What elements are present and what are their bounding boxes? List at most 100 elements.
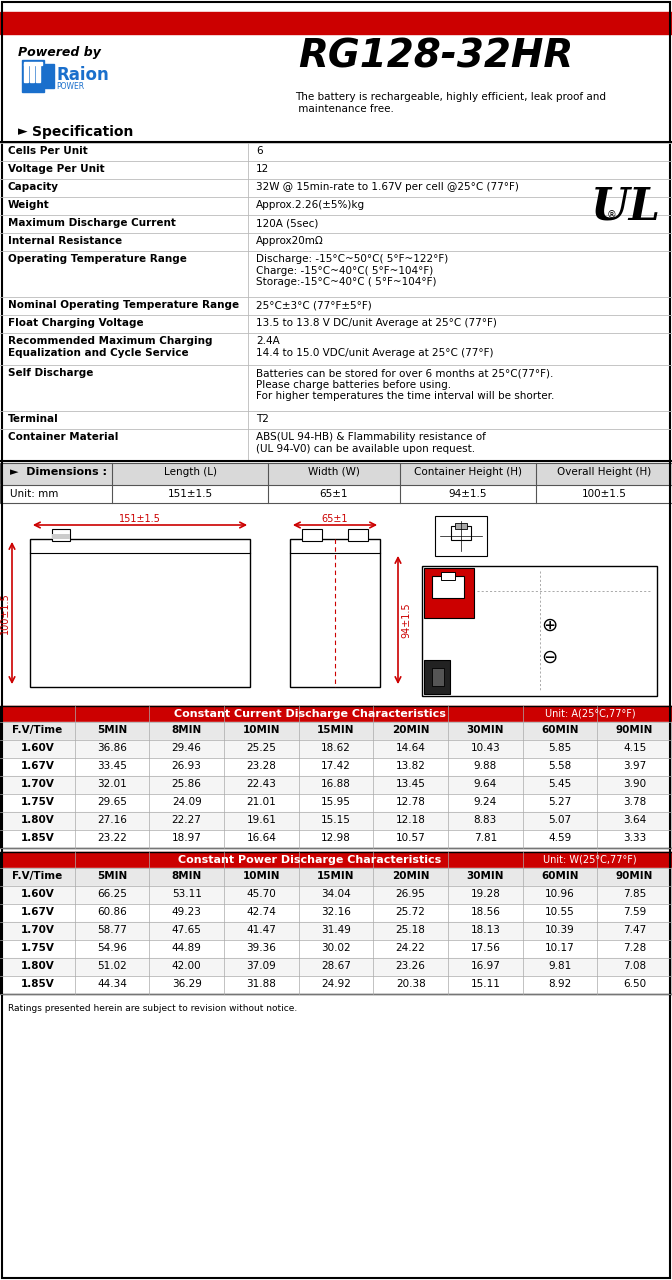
Bar (348, 529, 368, 541)
Text: 5MIN: 5MIN (97, 724, 127, 735)
Bar (0, 812, 672, 829)
Text: 9.81: 9.81 (548, 961, 572, 972)
Text: 5.27: 5.27 (548, 797, 572, 806)
Text: 120A (5sec): 120A (5sec) (256, 218, 319, 228)
Bar (30, 64, 34, 82)
Text: 7.47: 7.47 (623, 925, 646, 934)
Text: 12.18: 12.18 (396, 815, 425, 826)
Text: F.V/Time: F.V/Time (12, 870, 62, 881)
Text: 14.64: 14.64 (396, 742, 425, 753)
Text: 53.11: 53.11 (172, 890, 202, 899)
Text: Recommended Maximum Charging
Equalization and Cycle Service: Recommended Maximum Charging Equalizatio… (8, 335, 212, 357)
Text: 54.96: 54.96 (97, 943, 127, 954)
Bar (0, 957, 672, 975)
Text: 15.95: 15.95 (321, 797, 351, 806)
Text: 8MIN: 8MIN (171, 724, 202, 735)
Text: 90MIN: 90MIN (616, 870, 653, 881)
Text: 25°C±3°C (77°F±5°F): 25°C±3°C (77°F±5°F) (256, 300, 372, 310)
Text: 2.4A
14.4 to 15.0 VDC/unit Average at 25°C (77°F): 2.4A 14.4 to 15.0 VDC/unit Average at 25… (256, 335, 493, 357)
Text: 30MIN: 30MIN (466, 870, 504, 881)
Text: 1.67V: 1.67V (20, 762, 54, 771)
Text: 47.65: 47.65 (172, 925, 202, 934)
Text: 1.85V: 1.85V (20, 979, 54, 989)
Text: 60MIN: 60MIN (541, 870, 579, 881)
Text: 3.64: 3.64 (623, 815, 646, 826)
Text: 1.75V: 1.75V (20, 943, 54, 954)
Text: 30MIN: 30MIN (466, 724, 504, 735)
Text: 5MIN: 5MIN (97, 870, 127, 881)
Text: 9.64: 9.64 (474, 780, 497, 788)
Bar (0, 868, 672, 886)
Text: 23.26: 23.26 (396, 961, 425, 972)
Text: 23.28: 23.28 (247, 762, 276, 771)
Text: 1.70V: 1.70V (20, 925, 54, 934)
Bar (302, 529, 322, 541)
Text: Length (L): Length (L) (163, 467, 216, 477)
Bar (290, 539, 380, 687)
Bar (0, 776, 672, 794)
Text: The battery is rechargeable, highly efficient, leak proof and
 maintenance free.: The battery is rechargeable, highly effi… (295, 92, 606, 114)
Text: 1.85V: 1.85V (20, 833, 54, 844)
Bar (451, 526, 471, 540)
Text: 4.15: 4.15 (623, 742, 646, 753)
Text: 23.22: 23.22 (97, 833, 127, 844)
Text: 21.01: 21.01 (247, 797, 276, 806)
Text: Operating Temperature Range: Operating Temperature Range (8, 253, 187, 264)
Bar (0, 975, 672, 995)
Bar (0, 886, 672, 904)
Bar (0, 333, 672, 365)
Text: 29.65: 29.65 (97, 797, 127, 806)
Text: 66.25: 66.25 (97, 890, 127, 899)
Text: 44.89: 44.89 (172, 943, 202, 954)
Text: 49.23: 49.23 (172, 908, 202, 916)
Bar (0, 411, 672, 429)
Text: 5.45: 5.45 (548, 780, 572, 788)
Text: 45.70: 45.70 (247, 890, 276, 899)
Text: 10.57: 10.57 (396, 833, 425, 844)
Text: 44.34: 44.34 (97, 979, 127, 989)
Text: 15MIN: 15MIN (317, 724, 355, 735)
Text: 33.45: 33.45 (97, 762, 127, 771)
Text: Unit: W(25°C,77°F): Unit: W(25°C,77°F) (543, 855, 637, 865)
Text: 10.43: 10.43 (470, 742, 500, 753)
Text: POWER: POWER (56, 82, 84, 91)
Text: 151±1.5: 151±1.5 (167, 489, 212, 499)
Bar (0, 485, 672, 503)
Text: 51.02: 51.02 (97, 961, 127, 972)
Text: 1.70V: 1.70V (20, 780, 54, 788)
Text: 30.02: 30.02 (321, 943, 351, 954)
Text: 20MIN: 20MIN (392, 724, 429, 735)
Text: 7.85: 7.85 (623, 890, 646, 899)
Text: 19.61: 19.61 (247, 815, 276, 826)
Text: 36.29: 36.29 (172, 979, 202, 989)
Bar (424, 568, 474, 618)
Text: 10MIN: 10MIN (243, 724, 280, 735)
Text: 1.60V: 1.60V (20, 742, 54, 753)
Bar (0, 143, 672, 161)
Text: 37.09: 37.09 (247, 961, 276, 972)
Text: 18.62: 18.62 (321, 742, 351, 753)
Text: ►: ► (18, 125, 28, 138)
Text: 8.92: 8.92 (548, 979, 572, 989)
Bar (22, 60, 44, 92)
Bar (0, 161, 672, 179)
Text: Float Charging Voltage: Float Charging Voltage (8, 317, 144, 328)
Text: Raion: Raion (56, 67, 109, 84)
Text: 24.92: 24.92 (321, 979, 351, 989)
Text: Unit: A(25°C,77°F): Unit: A(25°C,77°F) (545, 709, 635, 719)
Text: 90MIN: 90MIN (616, 724, 653, 735)
Text: UL: UL (590, 186, 660, 228)
Text: 22.43: 22.43 (247, 780, 276, 788)
Text: 31.88: 31.88 (247, 979, 276, 989)
Text: 17.42: 17.42 (321, 762, 351, 771)
Text: 7.28: 7.28 (623, 943, 646, 954)
Text: Overall Height (H): Overall Height (H) (557, 467, 651, 477)
Bar (422, 566, 657, 696)
Text: 29.46: 29.46 (172, 742, 202, 753)
Bar (36, 64, 40, 82)
Bar (0, 940, 672, 957)
Text: 13.82: 13.82 (396, 762, 425, 771)
Text: 3.90: 3.90 (623, 780, 646, 788)
Text: 16.64: 16.64 (247, 833, 276, 844)
Text: 15MIN: 15MIN (317, 870, 355, 881)
